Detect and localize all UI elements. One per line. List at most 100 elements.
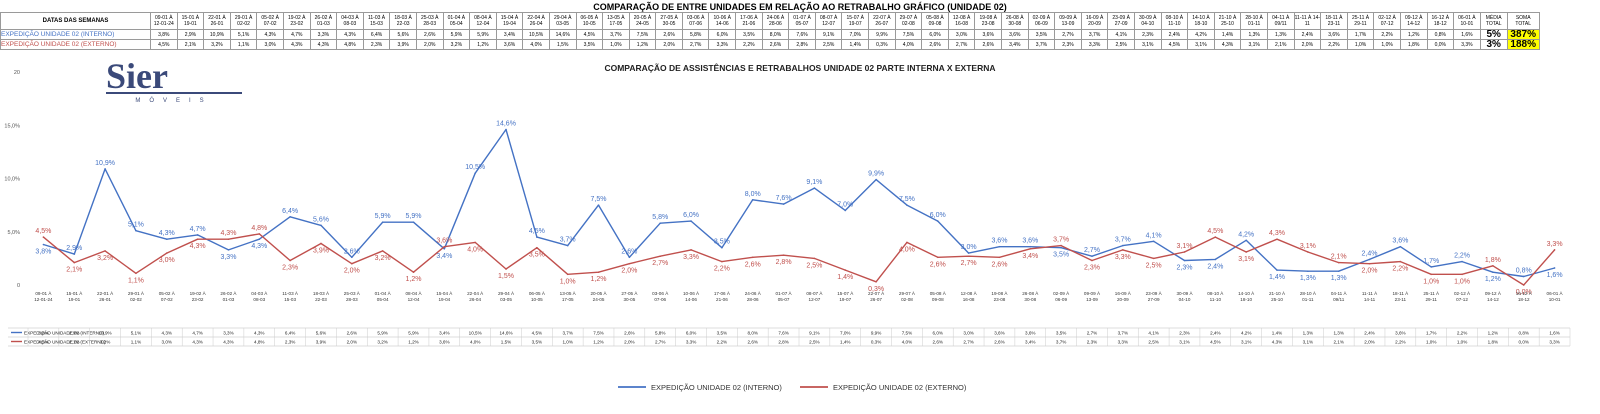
data-label: 3,7% — [560, 237, 576, 244]
data-label: 2,3% — [1084, 265, 1100, 272]
data-point — [505, 128, 507, 131]
data-point — [227, 249, 230, 251]
data-label: 9,9% — [868, 171, 884, 178]
data-point — [196, 238, 199, 241]
data-label: 2,6% — [745, 261, 761, 268]
data-point — [1183, 251, 1186, 253]
data-label: 4,0% — [899, 246, 915, 253]
week-header: 01-07 À 05-07 — [788, 12, 816, 30]
data-label: 1,4% — [1269, 274, 1285, 281]
week-header: 11-11 À 14-11 — [1293, 12, 1322, 30]
logo-subtext: MÓVEIS — [135, 97, 212, 104]
data-label: 2,7% — [961, 260, 977, 267]
table-value: 2,6% — [994, 340, 1004, 345]
data-point — [1276, 269, 1278, 271]
data-label: 3,8% — [35, 249, 51, 256]
data-label: 2,9% — [66, 245, 82, 252]
data-point — [536, 236, 538, 238]
data-label: 1,2% — [406, 276, 422, 283]
table-value: 2,4% — [1364, 331, 1374, 336]
table-cell: 2,7% — [681, 39, 710, 50]
x-tick-label: 05-02 À 07-02 — [159, 290, 176, 302]
x-tick-label: 29-01 À 02-02 — [128, 290, 145, 302]
data-point — [751, 256, 754, 259]
data-point — [1553, 249, 1556, 251]
table-cell: 2,3% — [362, 39, 391, 50]
data-label: 2,3% — [1177, 265, 1193, 272]
data-label: 3,2% — [375, 255, 391, 262]
data-point — [505, 268, 507, 270]
table-value: 5,9% — [408, 331, 418, 336]
x-tick-label: 01-04 À 05-04 — [375, 290, 392, 302]
week-header: 26-08 À 30-08 — [1001, 12, 1029, 30]
data-label: 1,0% — [560, 278, 576, 285]
table-cell: 2,6% — [761, 39, 790, 50]
table-value: 10,5% — [469, 331, 482, 336]
table-cell: 3,5% — [575, 39, 604, 50]
data-point — [782, 203, 785, 205]
x-tick-label: 12-08 À 16-08 — [961, 290, 978, 302]
y-tick-label: 20 — [14, 70, 20, 76]
table-value: 7,5% — [593, 331, 603, 336]
data-point — [998, 256, 1001, 259]
table-cell: 1,8% — [1399, 39, 1428, 50]
data-label: 1,3% — [1331, 275, 1347, 282]
legend-label: EXPEDIÇÃO UNIDADE 02 (EXTERNO) — [833, 383, 967, 392]
x-tick-label: 03-06 À 07-06 — [652, 290, 669, 302]
table-cell: 3,3% — [1453, 39, 1481, 50]
table-value: 4,5% — [38, 340, 48, 345]
table-cell: 9,1% — [814, 29, 843, 40]
week-header: 18-11 À 23-11 — [1320, 12, 1348, 30]
data-label: 2,6% — [344, 248, 360, 255]
data-label: 3,5% — [529, 252, 545, 259]
week-header: 22-07 À 26-07 — [868, 12, 896, 30]
table-value: 4,2% — [1241, 331, 1251, 336]
table-cell: 1,0% — [1346, 39, 1375, 50]
data-label: 5,8% — [652, 214, 668, 221]
data-label: 5,6% — [313, 216, 329, 223]
week-header: 23-09 À 27-09 — [1107, 12, 1135, 30]
data-label: 1,0% — [1454, 278, 1470, 285]
x-tick-label: 08-10 À 11-10 — [1207, 290, 1224, 302]
data-point — [227, 238, 230, 241]
table-cell: 3,7% — [1027, 39, 1056, 50]
table-value: 3,3% — [1549, 340, 1559, 345]
data-point — [566, 273, 569, 276]
data-point — [289, 259, 291, 262]
table-value: 5,9% — [377, 331, 387, 336]
data-point — [1368, 258, 1371, 261]
week-header: 04-11 À 09/11 — [1266, 12, 1295, 30]
data-point — [1430, 273, 1433, 276]
week-header: 16-12 À 18-12 — [1426, 12, 1455, 30]
data-point — [1029, 247, 1032, 250]
table-cell: 3,5% — [735, 29, 763, 40]
table-value: 4,3% — [192, 340, 202, 345]
week-header: 25-03 À 28-03 — [415, 12, 444, 30]
table-value: 2,7% — [963, 340, 973, 345]
data-label: 2,5% — [1146, 262, 1162, 269]
table-value: 0,0% — [1518, 340, 1528, 345]
table-cell: 0,8% — [1426, 29, 1455, 40]
week-header: 19-08 À 23-08 — [974, 12, 1002, 30]
data-point — [813, 187, 816, 189]
soma-header: SOMA TOTAL — [1506, 12, 1540, 30]
table-cell: 7,6% — [788, 29, 816, 40]
table-value: 3,3% — [686, 340, 696, 345]
table-value: 3,1% — [1303, 340, 1313, 345]
table-series-label: EXPEDIÇÃO UNIDADE 02 (EXTERNO) — [24, 339, 106, 345]
table-value: 3,1% — [1241, 340, 1251, 345]
data-label: 3,0% — [159, 257, 175, 264]
table-value: 2,3% — [1087, 340, 1097, 345]
y-tick-label: 5,0% — [7, 230, 20, 236]
data-label: 3,3% — [1547, 241, 1563, 248]
logo-text: Sier — [106, 58, 168, 96]
table-cell: 2,4% — [1160, 29, 1189, 40]
table-value: 4,1% — [1148, 331, 1158, 336]
data-label: 4,7% — [190, 226, 206, 233]
table-cell: 4,8% — [336, 39, 364, 50]
data-label: 7,5% — [591, 196, 607, 203]
table-cell: 3,6% — [495, 39, 524, 50]
table-cell: 4,3% — [336, 29, 364, 40]
table-cell: 2,0% — [415, 39, 444, 50]
table-value: 2,6% — [747, 340, 757, 345]
